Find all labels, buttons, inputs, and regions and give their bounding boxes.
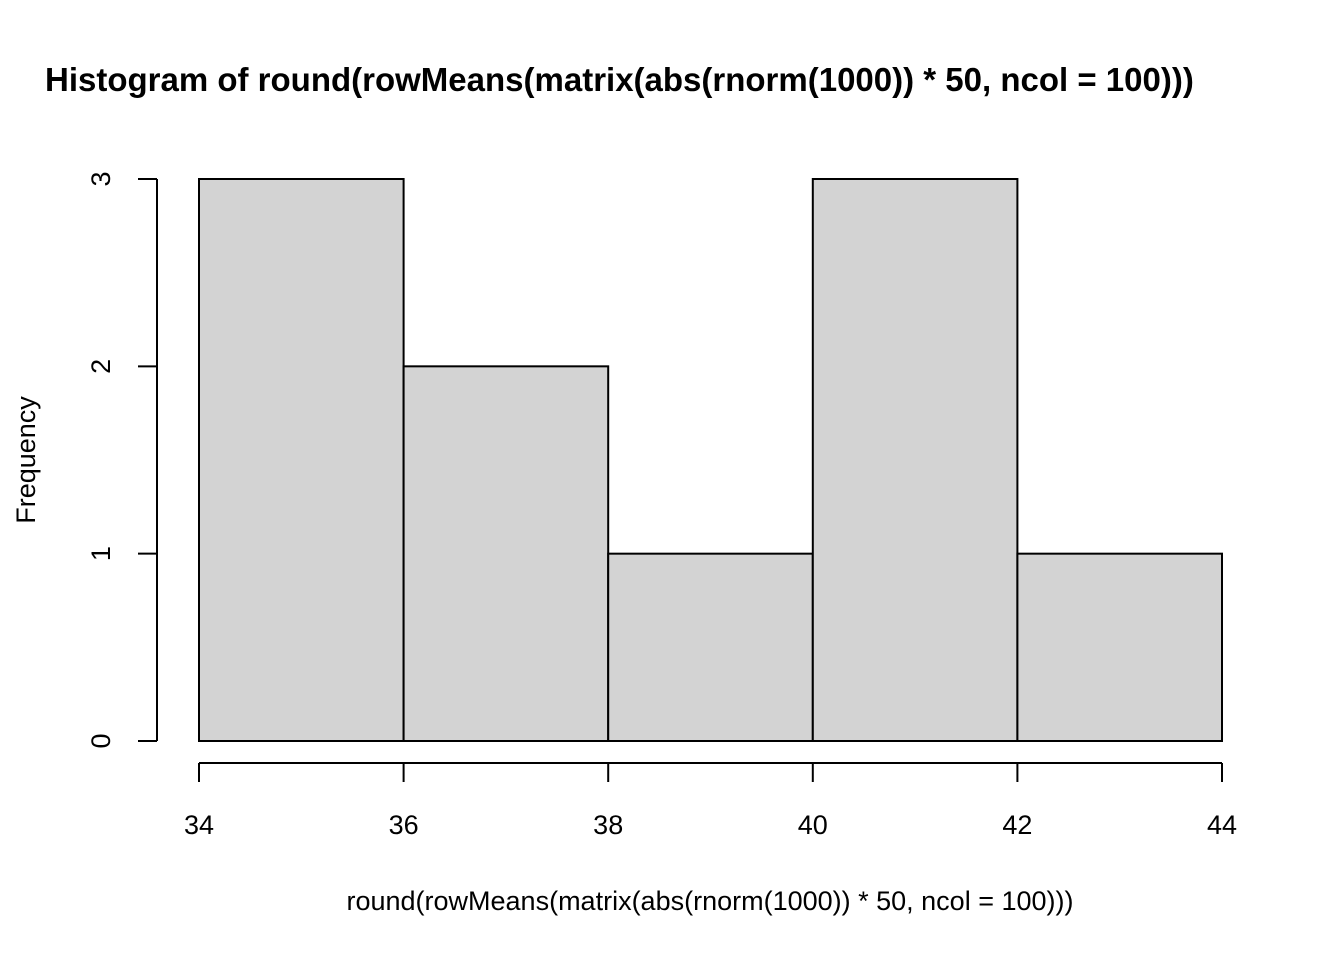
histogram-bar-2 xyxy=(402,365,610,742)
x-tick-label-34: 34 xyxy=(184,810,214,840)
x-axis-label: round(rowMeans(matrix(abs(rnorm(1000)) *… xyxy=(346,886,1073,916)
x-axis: 34 36 38 40 42 44 xyxy=(184,762,1237,840)
histogram-bar-3 xyxy=(607,552,814,743)
histogram-bar-1 xyxy=(198,178,405,742)
x-tick-label-36: 36 xyxy=(389,810,419,840)
histogram-bar-5 xyxy=(1016,552,1224,743)
x-tick-label-44: 44 xyxy=(1207,810,1237,840)
x-tick-label-40: 40 xyxy=(798,810,828,840)
y-tick-label-1: 1 xyxy=(86,546,116,561)
y-tick-label-2: 2 xyxy=(86,359,116,374)
x-tick-label-42: 42 xyxy=(1002,810,1032,840)
y-tick-label-3: 3 xyxy=(86,171,116,186)
x-tick-label-38: 38 xyxy=(593,810,623,840)
y-axis-label: Frequency xyxy=(11,396,41,524)
chart-title: Histogram of round(rowMeans(matrix(abs(r… xyxy=(45,61,1194,98)
y-tick-label-0: 0 xyxy=(86,733,116,748)
y-axis: 0 1 2 3 xyxy=(86,171,158,749)
histogram-bar-4 xyxy=(811,178,1019,742)
bars-group xyxy=(198,178,1224,743)
